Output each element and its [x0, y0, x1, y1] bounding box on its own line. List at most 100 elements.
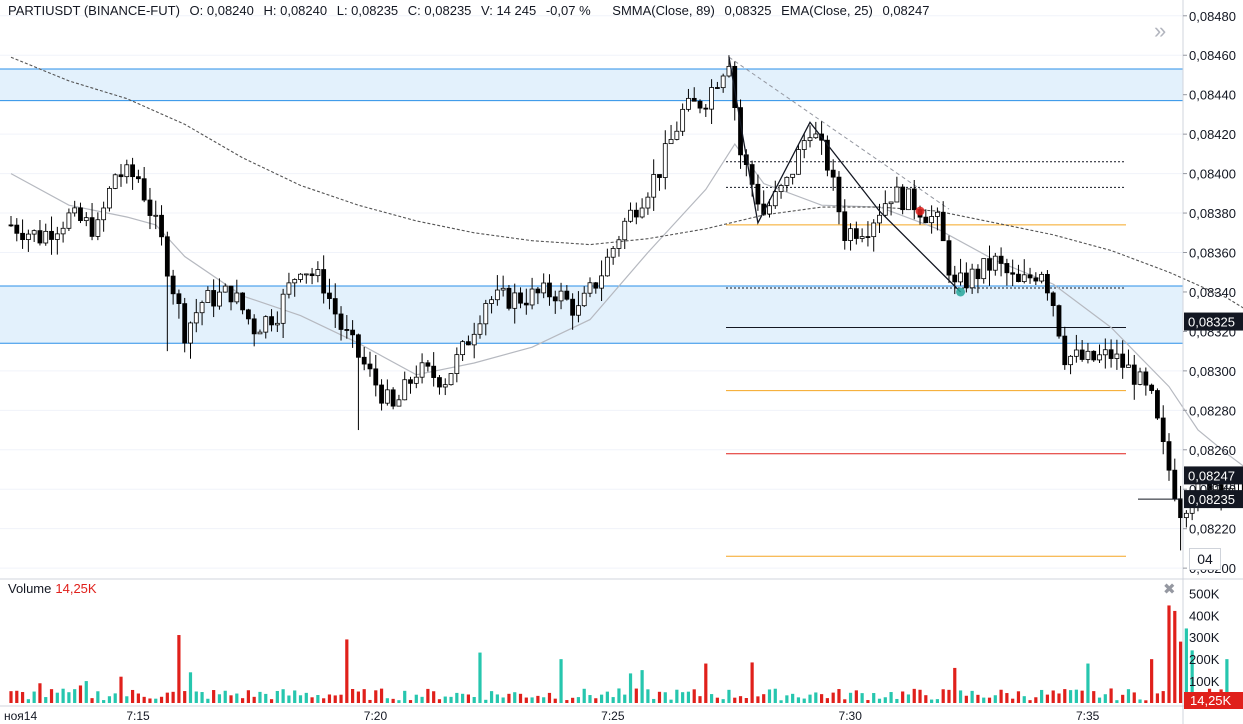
volume-bar [524, 697, 528, 703]
volume-bar [901, 691, 905, 703]
volume-bars [9, 605, 1243, 703]
candle-body [37, 230, 43, 244]
volume-bar [26, 699, 30, 703]
candle-body [460, 341, 466, 356]
volume-bar [449, 696, 453, 703]
close-volume-pane-icon[interactable]: ✖ [1163, 581, 1176, 598]
candle-body [431, 365, 437, 378]
volume-bar [704, 663, 708, 703]
candle-body [442, 384, 448, 388]
volume-bar [918, 689, 922, 703]
candle-body [1143, 371, 1149, 386]
candle-body [622, 220, 628, 241]
price-tick-label: 0,08280 [1189, 403, 1236, 418]
candle-body [483, 303, 489, 325]
candle-body [1126, 364, 1131, 368]
candle-body [1178, 498, 1183, 519]
volume-bar [466, 694, 471, 703]
candle-body [535, 288, 541, 294]
candle-body [89, 217, 95, 237]
smma-label[interactable]: SMMA(Close, 89) [612, 3, 715, 18]
volume-bar [617, 688, 621, 703]
volume-bar [1184, 628, 1188, 703]
volume-bar [1109, 688, 1113, 703]
candle-body [1079, 349, 1085, 360]
volume-bar [125, 696, 129, 703]
candle-body [1021, 274, 1027, 283]
candle-body [552, 296, 558, 302]
candle-body [558, 290, 564, 302]
candle-body [871, 222, 877, 238]
volume-bar [1051, 690, 1055, 703]
candle-body [570, 298, 576, 316]
candle-body [992, 255, 998, 271]
volume-bar [90, 698, 94, 703]
candle-body [112, 174, 118, 189]
candle-body [280, 293, 286, 324]
volume-bar [767, 689, 772, 703]
volume-bar [675, 689, 679, 703]
candle-body [257, 331, 263, 335]
volume-label[interactable]: Volume [8, 581, 52, 596]
time-axis-label: 7:30 [839, 709, 863, 723]
volume-bar [293, 690, 297, 703]
candle-body [604, 256, 610, 277]
volume-bar [408, 700, 413, 703]
symbol-label[interactable]: PARTIUSDT (BINANCE-FUT) [8, 3, 180, 18]
candle-body [963, 272, 969, 289]
volume-bar [1097, 697, 1102, 703]
candle-body [824, 139, 830, 171]
volume-bar [304, 692, 308, 703]
candle-body [784, 176, 790, 186]
price-tick-label: 0,08460 [1189, 48, 1236, 63]
candle-body [402, 379, 408, 401]
volume-bar [756, 696, 760, 703]
candle-body [355, 334, 361, 358]
volume-bar [762, 694, 766, 703]
volume-bar [1034, 697, 1038, 703]
low-value: L: 0,08235 [336, 3, 399, 18]
volume-bar [241, 698, 245, 703]
volume-bar [1068, 690, 1073, 703]
candle-body [332, 298, 338, 315]
volume-bar [1063, 689, 1067, 703]
volume-bar [1150, 659, 1154, 703]
scroll-to-realtime-icon[interactable]: » [1154, 18, 1167, 43]
volume-bar [495, 694, 499, 703]
volume-bar [78, 685, 83, 703]
volume-bar [15, 690, 19, 703]
candle-body [408, 379, 413, 384]
candle-body [309, 273, 315, 277]
volume-bar [669, 699, 673, 703]
volume-bar [432, 691, 436, 703]
candle-body [529, 288, 535, 306]
volume-bar [1074, 689, 1078, 703]
volume-bar [628, 673, 633, 703]
volume-bar [611, 697, 615, 703]
volume-bar [44, 697, 48, 703]
candle-body [43, 230, 49, 244]
candle-body [703, 107, 709, 110]
candle-body [188, 322, 193, 344]
candle-body [1045, 273, 1050, 294]
candle-body [1097, 354, 1102, 361]
volume-bar [130, 689, 135, 703]
candle-body [1108, 349, 1114, 359]
candle-body [477, 323, 483, 335]
volume-bar [32, 691, 36, 703]
candle-body [547, 282, 552, 298]
candle-body [292, 279, 298, 284]
candle-body [251, 318, 257, 335]
candle-body [135, 176, 141, 180]
signal-marker [915, 206, 925, 216]
volume-bar [571, 697, 575, 703]
overlay-tag[interactable]: 04 [1189, 548, 1221, 570]
volume-bar [1167, 605, 1171, 703]
candle-body [419, 362, 425, 378]
price-label-tag [1184, 466, 1243, 485]
candles-group [8, 55, 1243, 551]
candle-body [367, 363, 373, 370]
volume-bar [443, 696, 447, 703]
ema-label[interactable]: EMA(Close, 25) [781, 3, 873, 18]
